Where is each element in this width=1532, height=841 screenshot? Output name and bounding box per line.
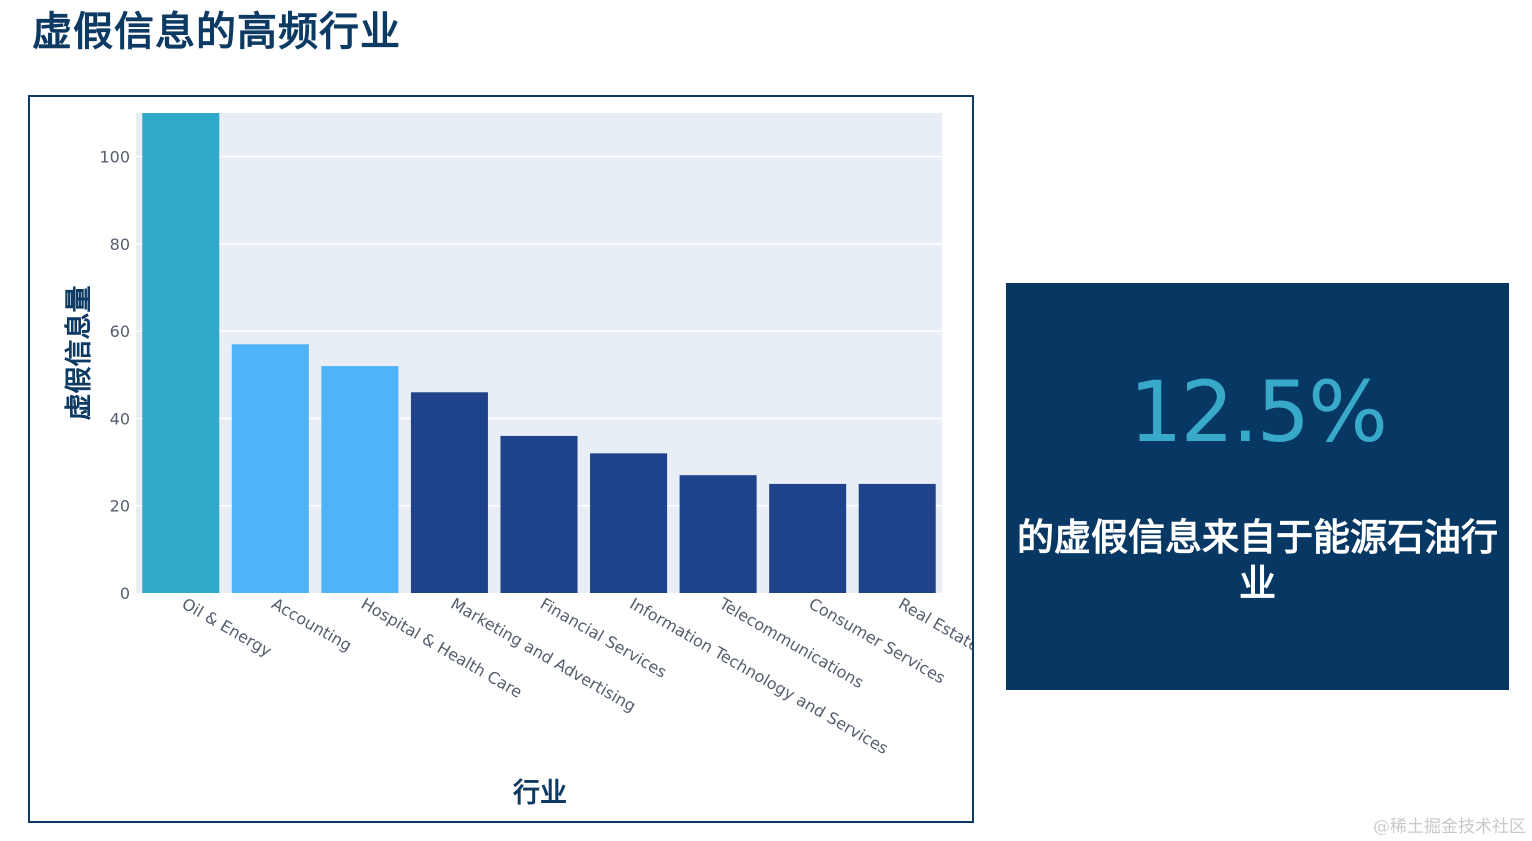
bar-2 bbox=[231, 344, 309, 593]
bar-6 bbox=[590, 453, 668, 593]
y-tick-label: 80 bbox=[110, 235, 130, 254]
y-tick-label: 60 bbox=[110, 322, 130, 341]
y-tick-label: 40 bbox=[110, 409, 130, 428]
slide-title: 虚假信息的高频行业 bbox=[32, 9, 401, 55]
bar-3 bbox=[321, 366, 399, 593]
bar-7 bbox=[679, 475, 757, 593]
chart-frame: 0 20 40 60 80 100 Oil & Energy Accounting Hospit… bbox=[28, 95, 974, 823]
bar-9 bbox=[858, 483, 936, 593]
bar-8 bbox=[769, 483, 847, 593]
x-tick-label: Accounting bbox=[268, 594, 355, 655]
highlight-description: 的虚假信息来自于能源石油行业 bbox=[1017, 516, 1498, 605]
y-axis-title: 虚假信息量 bbox=[63, 286, 95, 421]
x-axis-title: 行业 bbox=[512, 777, 567, 809]
x-tick-label: Telecommunications bbox=[715, 594, 867, 693]
bar-5 bbox=[500, 435, 578, 593]
bar-4 bbox=[410, 392, 488, 593]
y-tick-label: 0 bbox=[120, 584, 130, 603]
x-tick-label: Oil & Energy bbox=[179, 594, 275, 661]
y-tick-label: 100 bbox=[99, 148, 130, 167]
bar-1 bbox=[142, 113, 220, 593]
x-tick-label: Hospital & Health Care bbox=[358, 594, 526, 702]
highlight-percentage: 12.5% bbox=[1129, 363, 1388, 461]
highlight-stat-box: 12.5% 的虚假信息来自于能源石油行业 bbox=[1006, 283, 1509, 690]
watermark: @稀土掘金技术社区 bbox=[1373, 817, 1526, 837]
y-tick-label: 20 bbox=[110, 497, 130, 516]
